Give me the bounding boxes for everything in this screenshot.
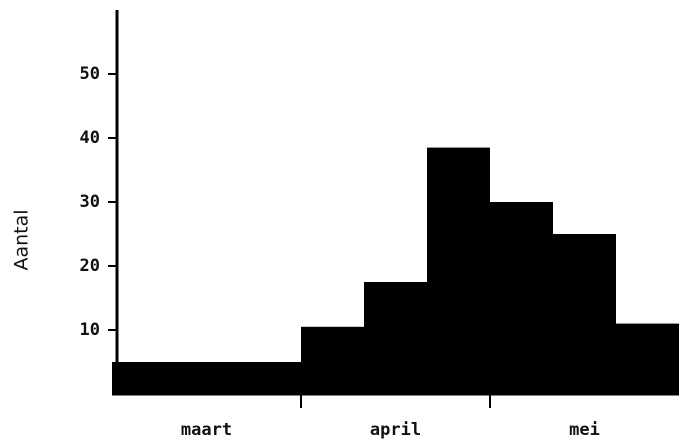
bar	[616, 323, 679, 394]
y-tick-label: 20	[80, 256, 100, 276]
bar	[427, 147, 490, 394]
x-category-label: maart	[181, 420, 232, 440]
bar	[301, 326, 364, 394]
y-tick-label: 10	[80, 320, 100, 340]
x-category-label: april	[370, 420, 421, 440]
y-tick-label: 50	[80, 64, 100, 84]
bar	[553, 234, 616, 394]
bar	[112, 362, 301, 394]
bar	[490, 202, 553, 394]
y-tick-label: 40	[80, 128, 100, 148]
bar	[364, 282, 427, 394]
y-axis-label: Aantal	[11, 209, 33, 270]
y-tick-label: 30	[80, 192, 100, 212]
x-category-label: mei	[569, 420, 600, 440]
